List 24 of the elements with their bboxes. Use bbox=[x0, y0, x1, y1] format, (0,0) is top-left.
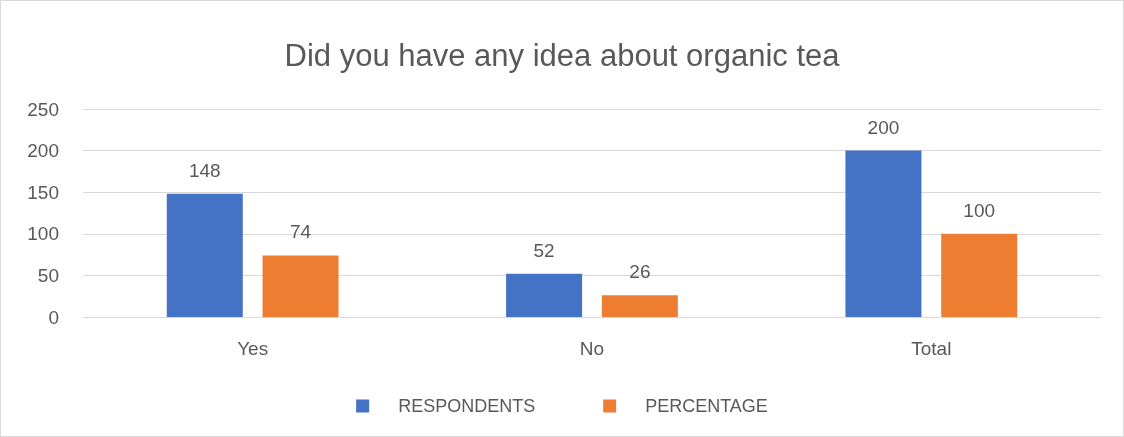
data-label: 52 bbox=[533, 239, 555, 261]
bar bbox=[941, 233, 1018, 317]
chart-title: Did you have any idea about organic tea bbox=[284, 38, 841, 73]
bar bbox=[506, 273, 583, 317]
data-label: 148 bbox=[188, 159, 221, 181]
x-tick-label: Total bbox=[911, 338, 952, 359]
y-tick-label: 0 bbox=[48, 306, 59, 328]
data-label: 26 bbox=[629, 261, 651, 283]
data-label: 100 bbox=[963, 199, 996, 221]
legend-label: PERCENTAGE bbox=[645, 396, 768, 416]
y-tick-label: 150 bbox=[27, 181, 59, 203]
x-tick-label: Yes bbox=[237, 338, 269, 359]
x-tick-label: No bbox=[579, 338, 605, 359]
data-label: 200 bbox=[867, 116, 900, 138]
legend-label: RESPONDENTS bbox=[398, 396, 536, 416]
y-tick-label: 50 bbox=[37, 264, 59, 286]
y-tick-label: 250 bbox=[27, 98, 59, 120]
data-label: 74 bbox=[289, 221, 312, 243]
bar bbox=[601, 295, 678, 317]
y-tick-label: 100 bbox=[27, 223, 59, 245]
y-tick-label: 200 bbox=[27, 140, 59, 162]
bar bbox=[262, 255, 339, 317]
bar bbox=[166, 193, 243, 317]
bar bbox=[845, 150, 922, 317]
